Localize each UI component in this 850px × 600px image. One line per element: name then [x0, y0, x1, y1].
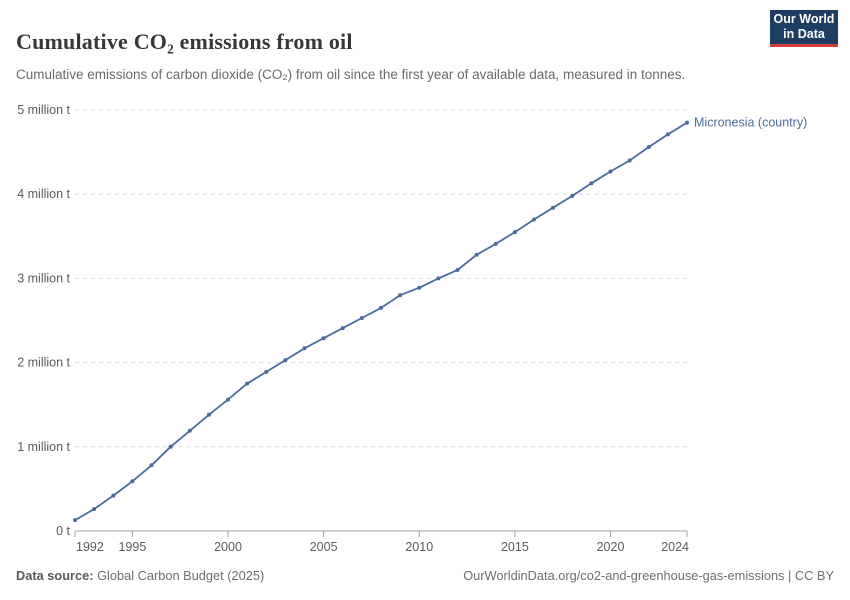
chart-footer: Data source: Global Carbon Budget (2025)… [16, 568, 834, 583]
x-tick-label: 2010 [405, 540, 433, 554]
data-point[interactable] [417, 285, 422, 290]
data-point[interactable] [608, 169, 613, 174]
data-point[interactable] [589, 181, 594, 186]
data-source-value: Global Carbon Budget (2025) [93, 568, 265, 583]
data-point[interactable] [532, 217, 536, 222]
data-point[interactable] [665, 132, 670, 137]
x-tick-label: 2000 [214, 540, 242, 554]
data-source: Data source: Global Carbon Budget (2025) [16, 568, 264, 583]
data-point[interactable] [302, 346, 307, 351]
data-point[interactable] [283, 358, 288, 363]
data-point[interactable] [168, 444, 173, 449]
data-point[interactable] [130, 479, 135, 484]
data-point[interactable] [92, 507, 97, 512]
owid-logo-line2: in Data [783, 27, 825, 41]
chart-subtitle: Cumulative emissions of carbon dioxide (… [16, 66, 686, 82]
data-point[interactable] [685, 120, 689, 125]
data-point[interactable] [187, 428, 192, 433]
data-point[interactable] [264, 369, 269, 374]
data-point[interactable] [379, 305, 383, 310]
series-end-label[interactable]: Micronesia (country) [694, 116, 807, 130]
y-tick-label: 3 million t [17, 271, 70, 285]
y-tick-label: 4 million t [17, 187, 70, 201]
data-point[interactable] [111, 493, 116, 498]
x-tick-label: 2015 [501, 540, 529, 554]
data-point[interactable] [340, 326, 345, 331]
data-point[interactable] [398, 293, 403, 298]
y-tick-label: 0 t [56, 524, 70, 538]
page-title: Cumulative CO₂ emissions from oil [16, 28, 353, 54]
data-point[interactable] [73, 518, 77, 523]
data-point[interactable] [226, 397, 230, 402]
x-tick-label: 2005 [310, 540, 338, 554]
series-line[interactable] [74, 121, 688, 521]
data-point[interactable] [321, 336, 326, 341]
credit-link[interactable]: OurWorldinData.org/co2-and-greenhouse-ga… [463, 568, 834, 583]
data-source-label: Data source: [16, 568, 94, 583]
data-point[interactable] [512, 230, 517, 235]
y-tick-label: 5 million t [17, 103, 70, 117]
data-point[interactable] [359, 316, 364, 320]
data-point[interactable] [627, 158, 632, 163]
x-tick-label: 2020 [597, 540, 625, 554]
x-tick-label: 2024 [661, 540, 689, 554]
data-point[interactable] [493, 241, 498, 246]
data-point[interactable] [551, 205, 556, 210]
data-point[interactable] [646, 145, 651, 149]
data-point[interactable] [206, 412, 211, 417]
owid-logo[interactable]: Our World in Data [770, 10, 838, 47]
x-tick-label: 1992 [76, 540, 104, 554]
data-point[interactable] [245, 381, 250, 386]
y-tick-label: 1 million t [17, 440, 70, 454]
y-tick-label: 2 million t [17, 356, 70, 370]
data-point[interactable] [570, 193, 575, 198]
data-point[interactable] [455, 268, 460, 272]
data-point[interactable] [149, 463, 154, 468]
owid-logo-line1: Our World [773, 12, 835, 26]
data-point[interactable] [474, 252, 479, 257]
x-tick-label: 1995 [118, 540, 146, 554]
data-point[interactable] [436, 276, 441, 281]
